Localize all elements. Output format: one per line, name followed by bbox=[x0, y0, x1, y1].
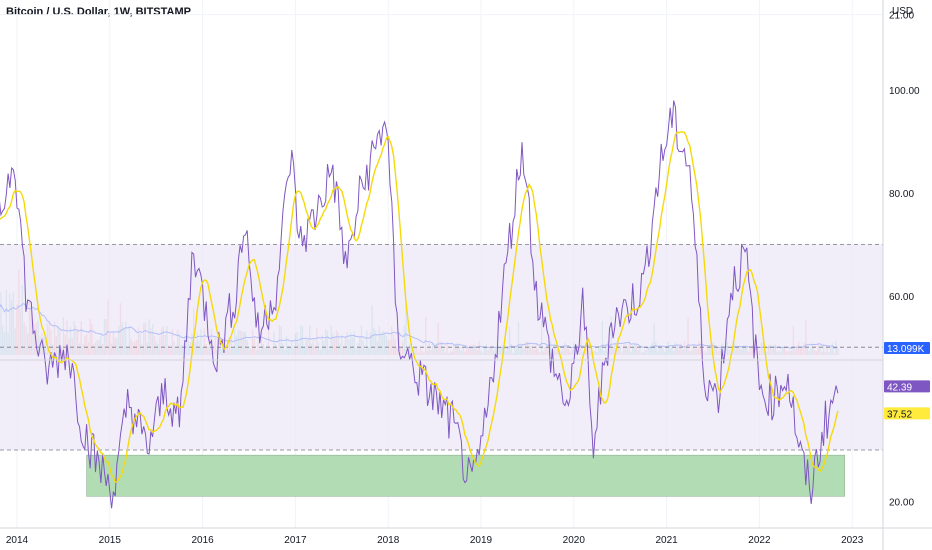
rsi-value-badge-bg bbox=[884, 380, 930, 393]
time-tick-label: 2023 bbox=[841, 535, 864, 546]
time-tick-label: 2016 bbox=[191, 535, 214, 546]
time-tick-label: 2018 bbox=[377, 535, 400, 546]
time-tick-label: 2019 bbox=[470, 535, 493, 546]
rsi-pane bbox=[0, 100, 883, 509]
time-tick-label: 2017 bbox=[284, 535, 307, 546]
time-tick-label: 2022 bbox=[748, 535, 771, 546]
time-tick-label: 2020 bbox=[563, 535, 586, 546]
rsi-axis: 100.00 80.00 60.00 20.00 bbox=[889, 86, 920, 508]
rsi-signal-badge-bg bbox=[884, 407, 930, 420]
rsi-line bbox=[0, 100, 839, 509]
volume-ma-badge: 13.099K bbox=[884, 342, 930, 355]
rsi-tick-label: 20.00 bbox=[889, 497, 914, 508]
rsi-tick-label: 100.00 bbox=[889, 86, 920, 97]
time-axis: 2014 2015 2016 2017 2018 2019 2020 2021 2022 2023 bbox=[6, 535, 864, 546]
time-tick-label: 2014 bbox=[6, 535, 29, 546]
price-badges: 27248.5622384.2320387.006d 5h17519.9013.… bbox=[884, 342, 930, 420]
volume-ma-badge-bg bbox=[884, 342, 930, 354]
rsi-signal-badge-text: 37.52 bbox=[887, 409, 912, 420]
rsi-signal-badge: 37.52 bbox=[884, 407, 930, 420]
rsi-value-badge-text: 42.39 bbox=[887, 382, 912, 393]
price-axis: USD50000.008000.004500.002500.001300.007… bbox=[889, 0, 914, 22]
rsi-tick-label: 60.00 bbox=[889, 292, 914, 303]
rsi-tick-label: 80.00 bbox=[889, 189, 914, 200]
time-tick-label: 2015 bbox=[99, 535, 122, 546]
price-tick-label: 37.00 bbox=[889, 0, 914, 1]
rsi-highlight-zone bbox=[86, 454, 846, 497]
price-axis-unit: USD bbox=[892, 6, 913, 17]
volume-ma-badge-text: 13.099K bbox=[887, 344, 925, 355]
rsi-value-badge: 42.39 bbox=[884, 380, 930, 393]
price-tick-label: 21.00 bbox=[889, 11, 914, 22]
time-tick-label: 2021 bbox=[655, 535, 678, 546]
